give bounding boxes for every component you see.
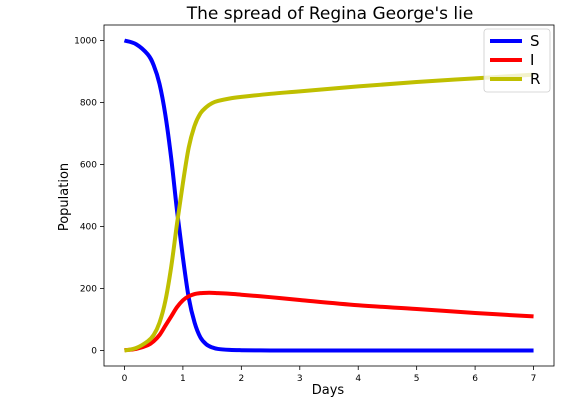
series-line-i (124, 290, 534, 353)
x-tick-label: 5 (414, 374, 420, 384)
y-axis-label: Population (57, 163, 72, 231)
series-lines (123, 38, 534, 353)
x-tick-label: 2 (238, 374, 244, 384)
series-line-s (123, 38, 534, 353)
legend-label-r: R (530, 70, 540, 88)
x-axis-label: Days (312, 383, 345, 398)
x-tick-label: 7 (531, 374, 537, 384)
y-tick-label: 200 (80, 285, 97, 295)
series-line-r (124, 72, 534, 353)
x-tick-label: 4 (355, 374, 361, 384)
x-axis: 0 1 2 3 4 5 6 7 (122, 366, 537, 384)
legend-label-s: S (530, 32, 540, 50)
y-tick-label: 800 (80, 99, 97, 109)
x-tick-label: 1 (180, 374, 186, 384)
x-tick-label: 3 (297, 374, 303, 384)
plot-area (103, 24, 555, 367)
legend: SIR (483, 28, 551, 93)
y-tick-label: 400 (80, 223, 97, 233)
x-tick-label: 0 (122, 374, 128, 384)
y-tick-label: 1000 (74, 37, 97, 47)
plot-frame (103, 24, 555, 367)
y-tick-label: 600 (80, 161, 97, 171)
y-tick-label: 0 (91, 347, 97, 357)
y-axis: 0 200 400 600 800 1000 (74, 37, 104, 357)
x-tick-label: 6 (472, 374, 478, 384)
chart-title: The spread of Regina George's lie (186, 4, 474, 24)
legend-label-i: I (530, 51, 534, 69)
